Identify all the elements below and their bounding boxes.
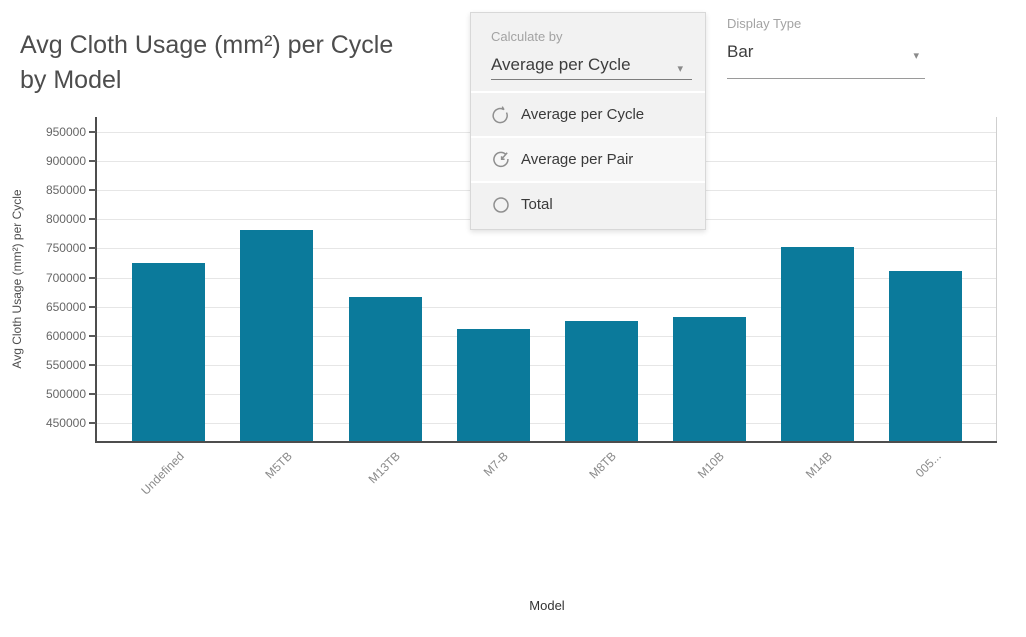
calculate-by-selected-value: Average per Cycle	[491, 55, 631, 74]
x-tick-label-M13TB: M13TB	[365, 449, 403, 487]
calculate-by-label: Calculate by	[491, 29, 563, 44]
calculate-by-underline	[491, 79, 692, 80]
x-tick-label-M10B: M10B	[695, 449, 728, 482]
bar-chart-plot-area	[97, 117, 997, 441]
menu-option-label: Average per Pair	[521, 151, 634, 168]
bar-M14B[interactable]	[780, 247, 854, 441]
y-tick-mark	[89, 363, 96, 366]
y-tick-label: 550000	[45, 357, 86, 372]
y-tick-mark	[89, 247, 96, 250]
menu-option-label: Total	[521, 196, 553, 213]
plot-right-border	[996, 117, 997, 441]
x-tick-label-M7-B: M7-B	[480, 449, 511, 480]
chevron-down-icon: ▾	[913, 50, 919, 62]
calculate-by-select[interactable]: Average per Cycle ▾	[491, 55, 691, 83]
display-type-select[interactable]: Bar ▾	[727, 42, 925, 70]
display-type-underline	[727, 78, 925, 79]
y-tick-mark	[89, 189, 96, 192]
y-tick-label: 650000	[45, 299, 86, 314]
menu-option-label: Average per Cycle	[521, 106, 645, 123]
y-tick-label: 900000	[45, 154, 86, 169]
bar-Undefined[interactable]	[132, 263, 206, 441]
calculate-by-panel: Calculate by Average per Cycle ▾ Average…	[470, 12, 706, 230]
y-tick-label: 800000	[45, 212, 86, 227]
y-tick-label: 600000	[45, 328, 86, 343]
x-axis-title: Model	[529, 598, 565, 613]
y-tick-label: 700000	[45, 270, 86, 285]
gridline-650000	[97, 306, 997, 308]
gridline-550000	[97, 364, 997, 366]
bar-M7-B[interactable]	[456, 328, 530, 441]
x-tick-label-005...: 005...	[912, 449, 944, 481]
chevron-down-icon: ▾	[677, 63, 683, 75]
radio-arrow-icon	[491, 150, 511, 170]
menu-option-total[interactable]: Total	[471, 181, 705, 226]
x-tick-label-Undefined: Undefined	[138, 449, 187, 498]
chart-title: Avg Cloth Usage (mm²) per Cycle by Model	[20, 31, 394, 94]
y-tick-mark	[89, 160, 96, 163]
y-tick-label: 850000	[45, 183, 86, 198]
y-axis-line	[95, 117, 97, 443]
x-tick-label-M5TB: M5TB	[262, 449, 295, 482]
y-tick-mark	[89, 392, 96, 395]
calculate-by-menu: Average per Cycle Average per Pair Total	[471, 91, 705, 226]
gridline-700000	[97, 277, 997, 279]
y-tick-label: 750000	[45, 241, 86, 256]
y-tick-mark	[89, 276, 96, 279]
y-tick-mark	[89, 305, 96, 308]
y-tick-mark	[89, 421, 96, 424]
x-axis-line	[95, 441, 997, 443]
radio-cycle-icon	[491, 105, 511, 125]
bar-005...[interactable]	[889, 270, 962, 441]
y-tick-label: 950000	[45, 125, 86, 140]
bar-M10B[interactable]	[672, 316, 746, 441]
bar-M5TB[interactable]	[240, 230, 314, 441]
gridline-600000	[97, 335, 997, 337]
gridline-750000	[97, 248, 997, 250]
display-type-selected-value: Bar	[727, 42, 754, 61]
bar-M8TB[interactable]	[564, 320, 638, 441]
y-tick-mark	[89, 131, 96, 134]
radio-circle-icon	[491, 195, 511, 215]
gridline-500000	[97, 393, 997, 395]
bar-M13TB[interactable]	[348, 296, 422, 441]
y-axis-title: Avg Cloth Usage (mm²) per Cycle	[10, 189, 24, 369]
y-tick-mark	[89, 334, 96, 337]
x-tick-label-M8TB: M8TB	[586, 449, 620, 482]
menu-option-average-per-pair[interactable]: Average per Pair	[471, 136, 705, 181]
menu-option-average-per-cycle[interactable]: Average per Cycle	[471, 91, 705, 136]
gridline-450000	[97, 422, 997, 424]
display-type-label: Display Type	[727, 16, 802, 31]
x-tick-label-M14B: M14B	[803, 449, 836, 482]
y-tick-label: 500000	[45, 386, 86, 401]
y-tick-label: 450000	[45, 415, 86, 430]
y-tick-mark	[89, 218, 96, 221]
